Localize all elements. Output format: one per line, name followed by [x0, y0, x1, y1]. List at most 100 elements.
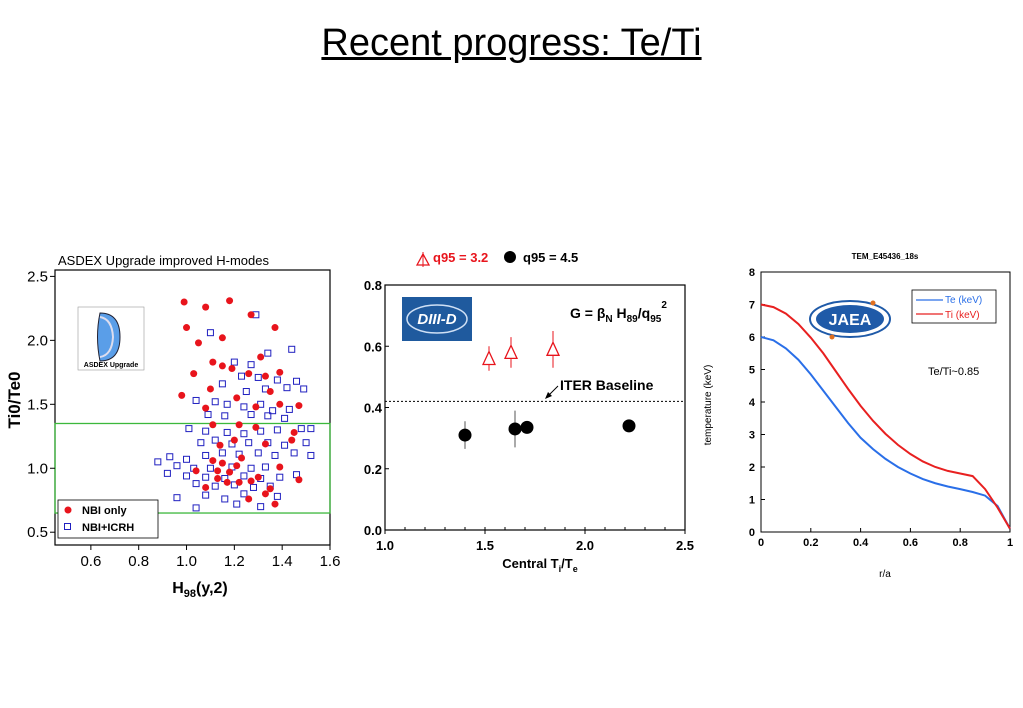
- asdex-x-tick-label: 1.2: [224, 553, 245, 570]
- asdex-point-nbi: [290, 428, 298, 436]
- jaea-x-tick-label: 0.4: [853, 537, 869, 549]
- asdex-point-nbi: [245, 495, 253, 503]
- jaea-y-tick-label: 1: [749, 495, 755, 507]
- asdex-point-nbi-icrh: [206, 464, 214, 472]
- asdex-point-nbi-icrh: [240, 403, 248, 411]
- asdex-points: [154, 297, 315, 512]
- asdex-point-nbi: [178, 391, 186, 399]
- diiid-legend: q95 = 3.2 q95 = 4.5: [415, 250, 578, 267]
- asdex-point-nbi-icrh: [307, 451, 315, 459]
- jaea-x-tick-label: 0.2: [803, 537, 818, 549]
- asdex-x-tick-label: 0.6: [80, 553, 101, 570]
- diiid-y-tick-label: 0.0: [364, 523, 382, 538]
- asdex-y-tick-label: 2.0: [27, 332, 48, 349]
- asdex-point-nbi: [223, 478, 231, 486]
- asdex-point-nbi-icrh: [218, 380, 226, 388]
- asdex-point-nbi-icrh: [211, 482, 219, 490]
- legend-label-te: Te (keV): [945, 295, 982, 306]
- asdex-point-nbi-icrh: [247, 464, 255, 472]
- asdex-point-nbi-icrh: [202, 451, 210, 459]
- jaea-y-ticks: 0 1 2 3 4 5 6 7 8: [749, 267, 765, 539]
- asdex-point-nbi: [180, 298, 188, 306]
- asdex-point-nbi: [261, 372, 269, 380]
- iter-baseline-label: ITER Baseline: [560, 377, 654, 393]
- asdex-point-nbi: [247, 477, 255, 485]
- asdex-point-nbi-icrh: [230, 358, 238, 366]
- asdex-point-nbi: [247, 311, 255, 319]
- diiid-formula: G = βN H89/q952: [570, 300, 667, 325]
- slide-title: Recent progress: Te/Ti: [321, 22, 702, 64]
- asdex-point-nbi: [202, 303, 210, 311]
- jaea-y-tick-label: 3: [749, 430, 755, 442]
- asdex-point-nbi-icrh: [293, 377, 301, 385]
- asdex-point-nbi-icrh: [288, 345, 296, 353]
- diiid-point-q45: [520, 420, 534, 434]
- legend-marker-nbi: [64, 506, 72, 514]
- asdex-point-nbi: [228, 364, 236, 372]
- asdex-point-nbi-icrh: [173, 494, 181, 502]
- asdex-point-nbi: [202, 404, 210, 412]
- asdex-x-tick-label: 1.4: [272, 553, 293, 570]
- asdex-point-nbi-icrh: [221, 412, 229, 420]
- asdex-point-nbi: [254, 473, 262, 481]
- asdex-point-nbi-icrh: [245, 439, 253, 447]
- asdex-point-nbi-icrh: [257, 503, 265, 511]
- asdex-point-nbi-icrh: [247, 361, 255, 369]
- asdex-point-nbi-icrh: [273, 376, 281, 384]
- asdex-point-nbi-icrh: [223, 400, 231, 408]
- asdex-point-nbi: [295, 402, 303, 410]
- jaea-ylabel: temperature (keV): [703, 365, 714, 446]
- asdex-point-nbi-icrh: [273, 426, 281, 434]
- asdex-point-nbi: [183, 324, 191, 332]
- asdex-point-nbi-icrh: [285, 405, 293, 413]
- diiid-point-q45: [622, 419, 636, 433]
- asdex-x-tick-label: 1.6: [320, 553, 341, 570]
- asdex-point-nbi-icrh: [242, 388, 250, 396]
- jaea-line-te: [760, 336, 1011, 530]
- asdex-point-nbi: [266, 485, 274, 493]
- asdex-point-nbi-icrh: [233, 500, 241, 508]
- diiid-point-q32: [481, 349, 497, 366]
- asdex-point-nbi-icrh: [300, 385, 308, 393]
- asdex-point-nbi-icrh: [297, 425, 305, 433]
- diiid-x-tick-label: 2.0: [576, 538, 594, 553]
- asdex-x-tick-label: 1.0: [176, 553, 197, 570]
- asdex-y-tick-label: 1.5: [27, 396, 48, 413]
- asdex-chart: ASDEX Upgrade improved H-modes Ti0/Te0 0…: [5, 253, 340, 600]
- asdex-point-nbi-icrh: [192, 504, 200, 512]
- asdex-point-nbi-icrh: [240, 472, 248, 480]
- asdex-point-nbi-icrh: [238, 372, 246, 380]
- asdex-point-nbi-icrh: [173, 462, 181, 470]
- asdex-point-nbi: [230, 436, 238, 444]
- asdex-point-nbi: [190, 370, 198, 378]
- diiid-x-tick-label: 1.0: [376, 538, 394, 553]
- asdex-point-nbi-icrh: [281, 441, 289, 449]
- asdex-point-nbi-icrh: [257, 427, 265, 435]
- asdex-point-nbi: [252, 403, 260, 411]
- asdex-point-nbi-icrh: [221, 495, 229, 503]
- diiid-point-q45: [458, 428, 472, 442]
- jaea-logo-text: JAEA: [829, 312, 872, 329]
- diiid-x-ticks: 1.0 1.5 2.0 2.5: [376, 527, 694, 553]
- asdex-point-nbi-icrh: [223, 428, 231, 436]
- jaea-legend: Te (keV) Ti (keV): [911, 289, 997, 324]
- asdex-point-nbi-icrh: [249, 483, 257, 491]
- asdex-point-nbi: [238, 454, 246, 462]
- asdex-point-nbi-icrh: [183, 455, 191, 463]
- diiid-logo-text: DIII-D: [417, 311, 456, 328]
- jaea-chart: TEM_E45436_18s temperature (keV) 0 0.2 0.4…: [703, 252, 1013, 580]
- diiid-y-ticks: 0.0 0.2 0.4 0.6 0.8: [364, 278, 389, 538]
- asdex-point-nbi-icrh: [264, 412, 272, 420]
- asdex-point-nbi-icrh: [240, 430, 248, 438]
- asdex-point-nbi: [295, 476, 303, 484]
- asdex-point-nbi-icrh: [247, 411, 255, 419]
- diiid-y-tick-label: 0.4: [364, 401, 383, 416]
- iter-baseline-arrowhead: [545, 392, 552, 399]
- diiid-y-tick-label: 0.8: [364, 278, 382, 293]
- jaea-x-tick-label: 1: [1007, 537, 1013, 549]
- jaea-y-tick-label: 2: [749, 462, 755, 474]
- asdex-point-nbi-icrh: [273, 492, 281, 500]
- jaea-y-tick-label: 7: [749, 300, 755, 312]
- asdex-ylabel: Ti0/Te0: [5, 371, 24, 428]
- asdex-x-ticks: 0.6 0.8 1.0 1.2 1.4 1.6: [80, 545, 340, 570]
